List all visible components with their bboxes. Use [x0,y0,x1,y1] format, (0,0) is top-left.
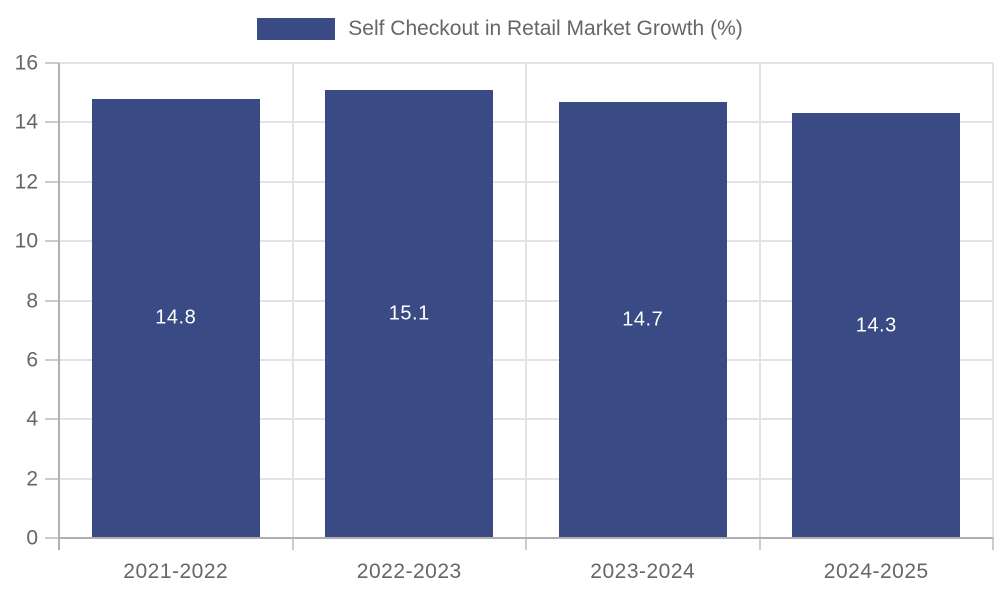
chart-legend: Self Checkout in Retail Market Growth (%… [0,17,1000,41]
x-tick-label: 2023-2024 [590,560,696,583]
x-tick-label: 2024-2025 [823,560,929,583]
bar-2023-2024 [558,101,727,538]
legend-swatch [257,18,336,40]
x-grid-line [758,63,761,538]
y-tick-mark [45,121,59,124]
bar-value-label: 14.7 [622,308,664,331]
bar-2024-2025 [792,113,961,538]
y-tick-label: 12 [14,170,38,194]
legend-label: Self Checkout in Retail Market Growth (%… [348,17,743,40]
x-grid-line [525,63,527,538]
y-tick-mark [45,418,59,421]
y-axis-line [58,63,60,550]
x-axis-line [59,537,993,539]
x-tick-mark [758,538,761,550]
y-tick-mark [45,180,59,183]
y-tick-label: 4 [26,407,38,431]
bar-value-label: 14.3 [855,314,897,337]
y-tick-label: 14 [14,110,38,134]
y-tick-mark [45,358,59,361]
y-tick-mark [45,62,59,64]
y-tick-mark [45,537,59,539]
x-grid-line [291,63,294,538]
x-tick-label: 2022-2023 [356,560,462,583]
plot-area: 0 2 4 6 8 10 12 14 16 14.8 2021-2022 15.1 2022-2023 1… [15,53,994,583]
x-tick-mark [291,538,294,550]
x-tick-mark [525,538,527,550]
y-tick-label: 16 [14,51,38,75]
bar-2022-2023 [325,89,494,538]
bar-value-label: 15.1 [388,302,430,325]
y-tick-mark [45,240,59,243]
bar-2021-2022 [91,98,260,538]
y-tick-label: 0 [26,526,38,550]
y-tick-mark [45,477,59,480]
y-tick-label: 6 [26,348,38,372]
y-tick-label: 2 [26,467,38,491]
bar-value-label: 14.8 [155,306,197,329]
y-tick-label: 8 [26,289,38,312]
x-tick-mark [992,538,994,550]
y-tick-mark [45,299,59,302]
x-grid-line [992,63,994,538]
x-tick-label: 2021-2022 [123,560,229,583]
y-tick-label: 10 [14,229,38,253]
